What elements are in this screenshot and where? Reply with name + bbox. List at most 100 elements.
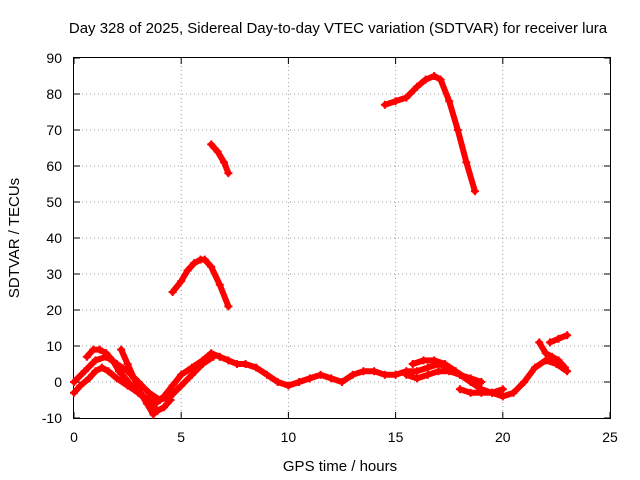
data-point: [97, 363, 106, 372]
data-point: [183, 266, 192, 275]
data-point: [408, 360, 417, 368]
y-axis: -10 0 10 20 30 40 50 60 70 80 90: [42, 50, 610, 426]
data-point: [462, 374, 471, 383]
data-point: [80, 367, 89, 376]
data-point: [488, 388, 497, 397]
grid: [74, 58, 610, 418]
data-point: [462, 158, 471, 167]
data-point: [413, 374, 422, 383]
data-point: [168, 381, 177, 390]
data-point: [187, 363, 196, 372]
data-point: [413, 367, 422, 376]
data-point: [545, 338, 554, 347]
data-point: [530, 363, 539, 372]
y-tick-label: 80: [46, 86, 62, 102]
data-point: [423, 363, 432, 372]
y-tick-label: 60: [46, 158, 62, 174]
data-point: [380, 370, 389, 379]
data-point: [391, 370, 400, 379]
series-arc-d: [118, 346, 157, 418]
data-point: [220, 158, 229, 167]
data-point: [380, 100, 389, 109]
data-point: [177, 370, 186, 379]
data-point: [160, 403, 169, 412]
data-point: [136, 388, 145, 397]
data-point: [166, 396, 175, 404]
data-point: [108, 356, 117, 365]
x-tick-label: 25: [602, 429, 618, 445]
data-point: [123, 360, 132, 368]
data-point: [190, 259, 199, 268]
data-point: [232, 360, 241, 368]
data-point: [209, 352, 218, 361]
y-tick-label: 10: [46, 338, 62, 354]
data-point: [548, 352, 557, 361]
y-tick-label: 0: [54, 374, 62, 390]
plot-frame: [73, 57, 611, 419]
data-point: [252, 363, 261, 372]
data-point: [402, 370, 411, 379]
data-point: [121, 374, 130, 383]
data-point: [477, 388, 486, 397]
data-point: [155, 396, 164, 404]
data-point: [430, 356, 439, 365]
data-point: [295, 378, 304, 386]
data-point: [359, 367, 368, 376]
x-tick-label: 5: [177, 429, 185, 445]
y-axis-label: SDTVAR / TECUs: [6, 178, 23, 298]
data-point: [327, 374, 336, 383]
data-point: [455, 385, 464, 394]
data-point: [338, 378, 346, 386]
x-axis: 0 5 10 15 20 25: [70, 58, 618, 445]
data-point: [451, 367, 460, 376]
data-point: [273, 378, 282, 386]
data-point: [207, 262, 216, 271]
data-point: [115, 367, 124, 376]
data-point: [563, 331, 572, 340]
data-point: [541, 349, 550, 358]
y-tick-label: 90: [46, 50, 62, 66]
data-point: [466, 388, 475, 397]
data-point: [470, 187, 479, 196]
data-point: [102, 349, 111, 358]
data-point: [149, 410, 158, 419]
data-point: [348, 370, 357, 379]
data-point: [305, 374, 314, 383]
y-tick-label: 50: [46, 194, 62, 210]
data-point: [554, 334, 563, 343]
data-point: [70, 378, 78, 386]
data-point: [224, 169, 233, 178]
data-point: [85, 374, 94, 383]
data-point: [430, 72, 439, 80]
data-point: [477, 378, 486, 386]
data-point: [241, 360, 250, 368]
data-point: [91, 356, 100, 365]
data-point: [423, 370, 432, 379]
data-point: [142, 399, 151, 408]
data-point: [535, 338, 544, 347]
data-point: [520, 378, 529, 386]
data-point: [213, 147, 222, 156]
data-point: [402, 93, 411, 102]
y-tick-label: 20: [46, 302, 62, 318]
y-tick-label: 30: [46, 266, 62, 282]
data-point: [168, 288, 177, 296]
data-point: [224, 302, 233, 311]
data-point: [421, 75, 430, 84]
y-tick-label: 40: [46, 230, 62, 246]
x-axis-label: GPS time / hours: [283, 458, 397, 475]
data-point: [560, 363, 569, 372]
data-point: [554, 356, 563, 365]
data-point: [91, 367, 100, 376]
series-arc-l: [381, 73, 478, 195]
x-tick-label: 10: [281, 429, 297, 445]
data-point: [434, 367, 443, 376]
data-point: [445, 97, 454, 106]
data-point: [95, 345, 104, 354]
data-point: [112, 374, 121, 383]
data-point: [498, 392, 507, 401]
data-point: [82, 352, 91, 361]
data-point: [419, 356, 428, 365]
data-point: [200, 255, 209, 264]
